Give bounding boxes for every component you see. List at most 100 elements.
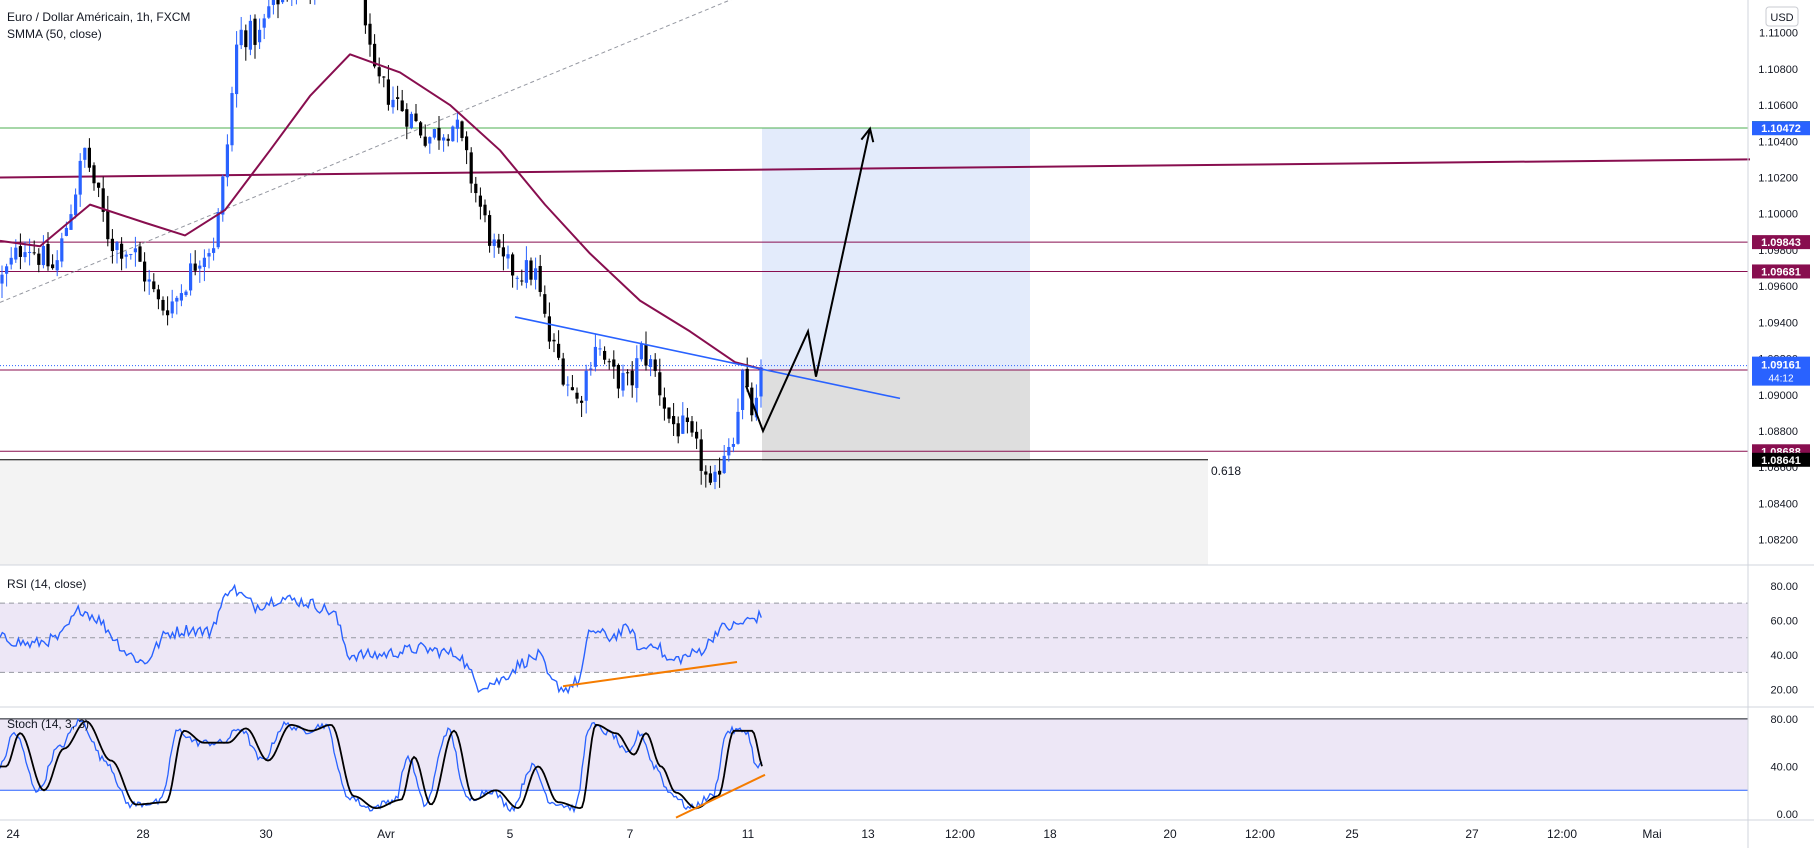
time-tick-label: 25 [1345,827,1359,841]
candle-body [138,246,142,262]
rsi-tick-label: 20.00 [1770,685,1798,697]
candle-body [60,238,64,262]
candle-body [382,76,386,78]
time-tick-label: 27 [1465,827,1479,841]
candle-body [156,289,160,300]
candle-body [189,263,193,291]
candle-body [621,372,625,391]
candle-body [9,257,13,265]
candle-body [239,29,243,46]
candle-body [221,176,225,215]
candle-body [423,136,427,146]
candle-body [442,137,446,141]
candle-body [14,247,18,260]
candle-body [557,343,561,358]
candle-body [603,350,607,360]
price-badge-bg [1752,264,1810,279]
candle-body [524,260,528,283]
candle-body [120,243,124,259]
candle-body [672,416,676,425]
candle-body [570,387,574,391]
candle-body [727,446,731,456]
candle-body [639,343,643,360]
rsi-legend[interactable]: RSI (14, close) [7,577,86,591]
smma-legend[interactable]: SMMA (50, close) [7,27,102,41]
price-tick-label: 1.09000 [1758,390,1798,402]
candle-body [32,252,36,254]
candle-body [64,227,68,236]
current-price-badge-bg [1752,356,1810,386]
price-tick-label: 1.08200 [1758,535,1798,547]
price-badge: 1.09843 [1761,237,1801,249]
candle-body [276,0,280,5]
candle-body [419,122,423,136]
candle-body [543,294,547,314]
candle-body [455,119,459,129]
candle-body [658,372,662,396]
candle-body [216,212,220,248]
candle-body [506,254,510,259]
price-tick-label: 1.11000 [1759,28,1798,40]
time-tick-label: 24 [6,827,20,841]
stoch-d-line [0,720,763,810]
candle-body [428,137,432,144]
stoch-band [0,718,1748,791]
candle-body [534,268,538,280]
candle-body [497,239,501,248]
price-badge-bg [1752,452,1810,467]
candle-body [143,261,147,282]
candle-body [607,361,611,363]
candle-body [731,443,735,447]
candle-countdown: 44:12 [1768,374,1793,385]
candle-body [676,423,680,437]
candle-body [5,266,9,274]
candle-body [193,263,197,271]
candle-body [258,29,262,43]
currency-button-label[interactable]: USD [1770,12,1793,24]
price-badge-bg [1752,121,1810,136]
candle-body [511,254,515,276]
time-tick-label: 13 [861,827,875,841]
candle-body [373,43,377,67]
candle-body [202,257,206,267]
stoch-legend[interactable]: Stoch (14, 3, 3) [7,717,89,731]
candle-body [271,0,275,5]
fib-level-label: 0.618 [1211,464,1241,478]
candle-body [575,392,579,399]
time-tick-label: 7 [627,827,634,841]
candle-body [446,138,450,141]
candle-body [580,400,584,403]
rsi-pane [0,583,1748,695]
candle-body [175,297,179,302]
candle-body [106,210,110,240]
candle-body [377,67,381,77]
candle-body [147,279,151,282]
candle-body [198,265,202,269]
candle-body [653,359,657,371]
candle-body [759,367,763,397]
candle-body [630,370,634,386]
symbol-title[interactable]: Euro / Dollar Américain, 1h, FXCM [7,10,190,24]
candle-body [492,239,496,246]
candle-body [414,113,418,122]
time-tick-label: 11 [742,827,755,841]
price-tick-label: 1.10600 [1758,100,1798,112]
candle-body [529,260,533,280]
currency-button[interactable] [1765,6,1799,27]
candle-body [0,274,4,284]
candle-body [248,20,252,50]
candle-body [736,411,740,444]
candle-body [363,0,367,26]
candle-body [713,471,717,482]
candle-body [74,194,78,216]
profit-zone [762,128,1030,370]
candle-body [170,301,174,314]
price-tick-label: 1.10800 [1758,64,1798,76]
candle-body [465,136,469,151]
candle-body [483,204,487,216]
candle-body [754,397,758,418]
candle-body [28,251,32,253]
candle-body [566,384,570,386]
candle-body [230,93,234,146]
